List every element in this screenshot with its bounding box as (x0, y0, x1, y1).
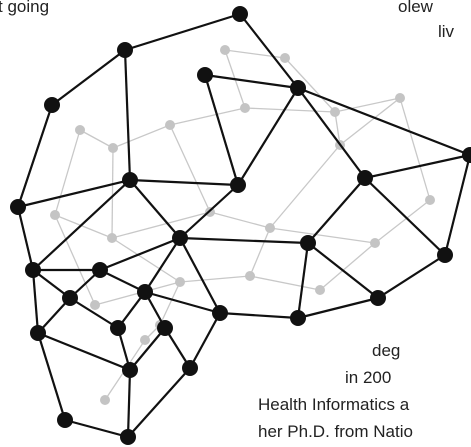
gray-network (50, 45, 435, 405)
text-fragment: t going (0, 0, 49, 16)
text-fragment: deg (372, 341, 400, 360)
text-fragment: her Ph.D. from Natio (258, 422, 413, 441)
black-network (10, 6, 471, 445)
text-fragment: liv (438, 22, 455, 41)
text-fragment: in 200 (345, 368, 391, 387)
text-fragment: olew (398, 0, 434, 16)
text-fragment: Health Informatics a (258, 395, 410, 414)
